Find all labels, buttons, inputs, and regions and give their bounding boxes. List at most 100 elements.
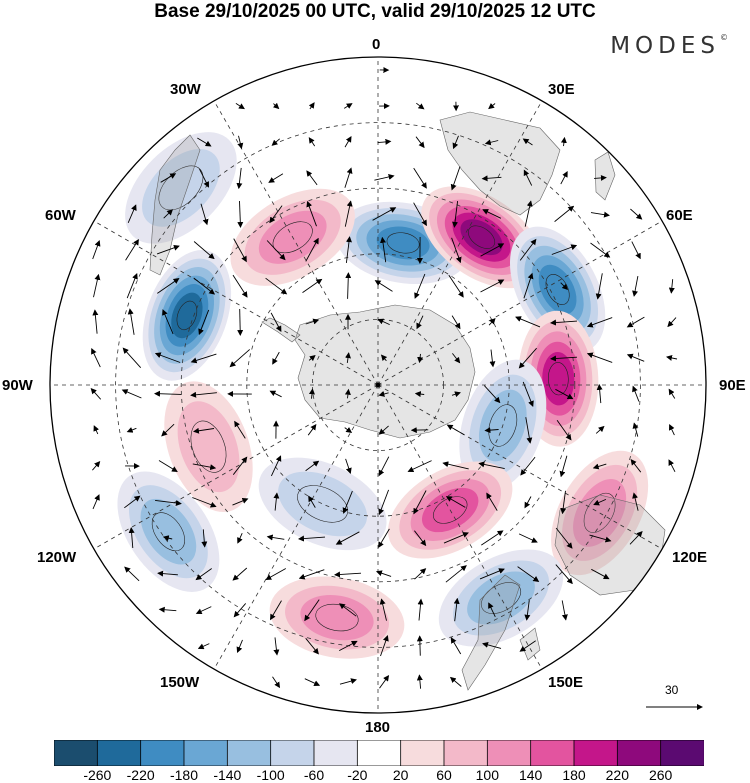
wind-arrow: [375, 570, 392, 577]
wind-arrow: [192, 463, 217, 471]
wind-arrow: [273, 637, 280, 656]
wind-arrow: [445, 565, 467, 583]
wind-arrow: [236, 167, 243, 190]
wind-arrow: [417, 353, 424, 364]
colorbar-swatch: [616, 740, 662, 766]
wind-arrow: [451, 237, 462, 264]
wind-arrow: [374, 280, 393, 292]
wind-arrow: [344, 427, 353, 433]
wind-arrow: [482, 209, 502, 219]
wind-arrow: [380, 635, 389, 657]
wind-arrow: [560, 490, 567, 515]
wind-arrow: [590, 211, 610, 218]
wind-arrow: [480, 279, 505, 293]
wind-arrow: [632, 276, 639, 297]
wind-arrow: [125, 238, 139, 261]
colorbar-tick-label: 220: [605, 767, 630, 783]
wind-arrow: [124, 495, 141, 509]
wind-arrow: [334, 571, 362, 578]
wind-arrow: [93, 425, 99, 435]
anomaly-contour: [297, 485, 349, 523]
lon-label-120e: 120E: [672, 549, 708, 566]
africa: [439, 111, 561, 216]
latitude-circle: [115, 122, 641, 648]
colorbar-tick-label: -260: [83, 767, 112, 783]
lon-label-120w: 120W: [37, 549, 77, 566]
wind-arrow: [489, 349, 496, 368]
wind-arrow: [523, 272, 534, 299]
wind-arrow: [272, 351, 280, 365]
land-masses: [149, 111, 666, 691]
colorbar-swatch: [530, 740, 575, 766]
wind-arrow: [445, 496, 466, 508]
wind-arrow: [550, 355, 578, 362]
wind-arrow: [517, 566, 540, 582]
colorbar-swatch: [140, 740, 185, 766]
wind-arrow: [416, 102, 425, 110]
wind-arrow: [269, 205, 283, 224]
wind-arrow: [197, 643, 210, 650]
wind-arrow: [199, 168, 209, 188]
wind-arrow: [590, 242, 611, 258]
colorbar-tick-label: 260: [648, 767, 673, 783]
brand-text: MODES: [610, 33, 720, 59]
wind-arrow: [305, 237, 319, 262]
wind-arrow: [232, 456, 248, 475]
colorbar-tick-label: -100: [256, 767, 285, 783]
wind-arrow: [344, 136, 352, 148]
colorbar-tick-label: -60: [303, 767, 325, 783]
wind-arrow: [523, 169, 533, 186]
wind-arrow: [157, 278, 180, 294]
brand-logo: MODES©: [610, 33, 728, 59]
wind-arrow: [452, 353, 461, 364]
wind-arrow: [124, 566, 140, 582]
wind-arrow: [92, 309, 99, 334]
colorbar-tick-label: 140: [518, 767, 543, 783]
wind-arrow: [555, 527, 573, 549]
wind-arrow: [195, 568, 212, 581]
wind-arrow: [379, 598, 387, 621]
wind-arrow: [158, 606, 177, 613]
wind-arrow: [298, 535, 326, 542]
wind-arrow: [345, 272, 352, 299]
wind-arrow: [443, 532, 469, 544]
wind-arrow: [342, 490, 353, 514]
wind-arrow: [345, 236, 352, 263]
wind-arrow: [305, 318, 320, 325]
colorbar-tick-label: -180: [169, 767, 199, 783]
anomaly-contour: [547, 362, 569, 396]
colorbar-swatch: [660, 740, 704, 766]
colorbar-swatch: [54, 740, 99, 766]
wind-arrow: [416, 674, 423, 689]
wind-arrow: [380, 354, 388, 362]
wind-arrow: [452, 201, 459, 228]
wind-arrow: [345, 352, 351, 363]
wind-arrow: [372, 207, 397, 221]
wind-arrow: [551, 244, 578, 255]
wind-arrow: [413, 202, 427, 227]
wind-arrow: [265, 277, 288, 295]
wind-arrow: [266, 534, 285, 541]
wind-arrow: [596, 383, 603, 404]
brand-mark: ©: [720, 33, 728, 42]
wind-arrow: [345, 458, 352, 475]
wind-arrow: [560, 171, 568, 185]
meridian-line: [213, 384, 379, 670]
wind-arrow: [452, 135, 459, 150]
wind-arrow: [626, 316, 645, 328]
meridian-line: [377, 384, 543, 670]
anomaly-contour: [151, 512, 185, 552]
wind-arrow: [414, 273, 426, 299]
wind-arrow: [155, 499, 182, 506]
wind-arrow: [269, 390, 282, 398]
colorbar-tick-label: -220: [126, 767, 155, 783]
wind-arrow: [335, 531, 360, 545]
wind-arrow: [266, 240, 286, 261]
lon-label-150e: 150E: [548, 674, 584, 691]
wind-arrow: [127, 308, 135, 335]
wind-arrow: [631, 241, 641, 260]
colorbar-swatch: [400, 740, 445, 766]
wind-arrow: [269, 600, 282, 621]
lon-label-30w: 30W: [170, 81, 201, 98]
wind-arrow: [554, 205, 575, 222]
